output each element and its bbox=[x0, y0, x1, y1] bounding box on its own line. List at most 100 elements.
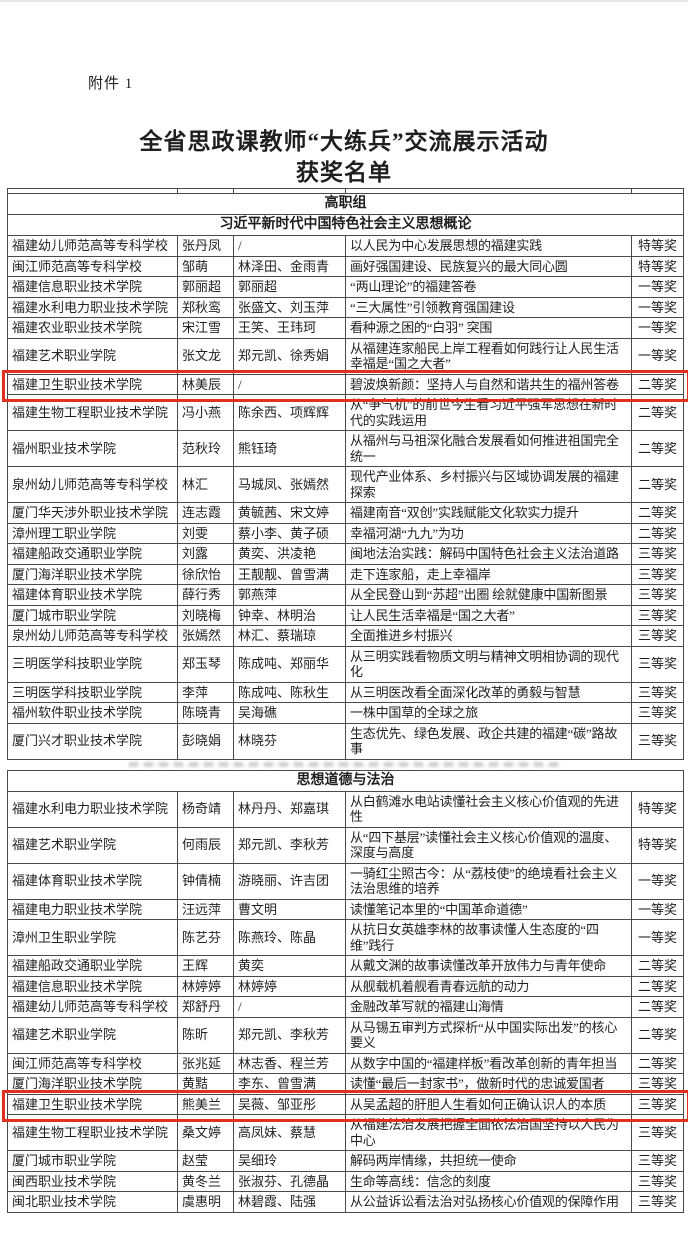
cell-award: 特等奖 bbox=[632, 256, 684, 277]
cell-team: 陈成吨、郑丽华 bbox=[234, 646, 346, 682]
title-line-1: 全省思政课教师“大练兵”交流展示活动 bbox=[0, 126, 688, 157]
cell-school: 泉州幼儿师范高等专科学校 bbox=[8, 467, 178, 503]
table-row: 泉州幼儿师范高等专科学校林汇马城凤、张嫣然现代产业体系、乡村振兴与区域协调发展的… bbox=[8, 467, 684, 503]
cell-teacher: 林美辰 bbox=[178, 374, 234, 395]
cell-teacher: 赵莹 bbox=[178, 1151, 234, 1172]
cell-topic: 福建南音“双创”实践赋能文化软实力提升 bbox=[346, 503, 632, 524]
blurred-text-remnant bbox=[129, 762, 562, 767]
cell-teacher: 李萍 bbox=[178, 682, 234, 703]
cell-award: 二等奖 bbox=[632, 997, 684, 1018]
cell-teacher: 陈昕 bbox=[178, 1017, 234, 1053]
cell-school: 福建艺术职业学院 bbox=[8, 1017, 178, 1053]
cell-teacher: 郑秋鸾 bbox=[178, 297, 234, 318]
cell-team: 高凤妹、蔡慧 bbox=[234, 1115, 346, 1151]
table-row: 福建卫生职业技术学院林美辰/碧波焕新颜：坚持人与自然和谐共生的福州答卷二等奖 bbox=[8, 374, 684, 395]
cell-school: 福建幼儿师范高等专科学校 bbox=[8, 236, 178, 257]
cell-school: 厦门城市职业学院 bbox=[8, 1151, 178, 1172]
cell-school: 福建水利电力职业技术学院 bbox=[8, 297, 178, 318]
cell-topic: 一骑红尘照古今：从“荔枝使”的绝境看社会主义法治思维的培养 bbox=[346, 863, 632, 899]
cell-award: 二等奖 bbox=[632, 467, 684, 503]
table-row: 厦门城市职业学院赵莹吴细玲解码两岸情缘，共担统一使命三等奖 bbox=[8, 1151, 684, 1172]
cell-award: 一等奖 bbox=[632, 338, 684, 374]
cell-award: 二等奖 bbox=[632, 395, 684, 431]
section-header-row: 思想道德与法治 bbox=[8, 770, 684, 791]
cell-team: 蔡小李、黄子硕 bbox=[234, 523, 346, 544]
cell-award: 二等奖 bbox=[632, 976, 684, 997]
cell-teacher: 钟倩楠 bbox=[178, 863, 234, 899]
table-row: 厦门城市职业学院刘晓梅钟幸、林明治让人民生活幸福是“国之大者”三等奖 bbox=[8, 605, 684, 626]
cell-topic: 碧波焕新颜：坚持人与自然和谐共生的福州答卷 bbox=[346, 374, 632, 395]
cell-school: 福建信息职业技术学院 bbox=[8, 976, 178, 997]
cell-topic: “两山理论”的福建答卷 bbox=[346, 277, 632, 298]
cell-school: 福建生物工程职业技术学院 bbox=[8, 395, 178, 431]
cell-teacher: 彭晓娟 bbox=[178, 723, 234, 759]
cell-teacher: 郭丽超 bbox=[178, 277, 234, 298]
cell-teacher: 何雨辰 bbox=[178, 827, 234, 863]
cell-award: 二等奖 bbox=[632, 1053, 684, 1074]
cell-team: / bbox=[234, 236, 346, 257]
cell-team: 熊钰琦 bbox=[234, 431, 346, 467]
cell-teacher: 张兆延 bbox=[178, 1053, 234, 1074]
cell-team: 曹文明 bbox=[234, 899, 346, 920]
cell-team: 吴薇、邹亚彤 bbox=[234, 1094, 346, 1115]
cell-teacher: 连志霞 bbox=[178, 503, 234, 524]
cell-teacher: 范秋玲 bbox=[178, 431, 234, 467]
cell-award: 二等奖 bbox=[632, 503, 684, 524]
cell-topic: 现代产业体系、乡村振兴与区域协调发展的福建探索 bbox=[346, 467, 632, 503]
cell-teacher: 张嫣然 bbox=[178, 626, 234, 647]
cell-school: 厦门兴才职业技术学院 bbox=[8, 723, 178, 759]
cell-award: 三等奖 bbox=[632, 682, 684, 703]
table-row: 福建生物工程职业技术学院桑文婷高凤妹、蔡慧从福建法治发展把握全面依法治国坚持以人… bbox=[8, 1115, 684, 1151]
cell-team: 林丹丹、郑嘉琪 bbox=[234, 791, 346, 827]
cell-topic: 看种源之困的“白羽” 突围 bbox=[346, 318, 632, 339]
cell-award: 三等奖 bbox=[632, 646, 684, 682]
cell-topic: 从福建连家船民上岸工程看如何践行让人民生活幸福是“国之大者” bbox=[346, 338, 632, 374]
cell-topic: 以人民为中心发展思想的福建实践 bbox=[346, 236, 632, 257]
title-line-2: 获奖名单 bbox=[0, 157, 688, 188]
cell-topic: 金融改革写就的福建山海情 bbox=[346, 997, 632, 1018]
table-row: 福建船政交通职业学院刘露黄奕、洪凌艳闽地法治实践：解码中国特色社会主义法治道路三… bbox=[8, 544, 684, 565]
cell-school: 福建船政交通职业学院 bbox=[8, 544, 178, 565]
cell-teacher: 郑舒丹 bbox=[178, 997, 234, 1018]
table-row: 三明医学科技职业学院李萍陈成吨、陈秋生从三明医改看全面深化改革的勇毅与智慧三等奖 bbox=[8, 682, 684, 703]
cell-school: 福建信息职业技术学院 bbox=[8, 277, 178, 298]
cell-topic: 解码两岸情缘，共担统一使命 bbox=[346, 1151, 632, 1172]
cell-school: 福建体育职业技术学院 bbox=[8, 585, 178, 606]
table-row: 泉州幼儿师范高等专科学校张嫣然林汇、蔡瑞琼全面推进乡村振兴三等奖 bbox=[8, 626, 684, 647]
table-row: 福建水利电力职业技术学院杨奇靖林丹丹、郑嘉琪从白鹤滩水电站读懂社会主义核心价值观… bbox=[8, 791, 684, 827]
cell-topic: 全面推进乡村振兴 bbox=[346, 626, 632, 647]
cell-award: 特等奖 bbox=[632, 791, 684, 827]
cell-award: 一等奖 bbox=[632, 863, 684, 899]
cell-teacher: 陈晓青 bbox=[178, 703, 234, 724]
cell-team: 李东、曾雪满 bbox=[234, 1074, 346, 1095]
cell-team: 王笑、王玮珂 bbox=[234, 318, 346, 339]
cell-topic: 从“四下基层”读懂社会主义核心价值观的温度、深度与高度 bbox=[346, 827, 632, 863]
table-row: 闽西职业技术学院黄冬兰张淑芬、孔德晶生命等高线：信念的刻度三等奖 bbox=[8, 1171, 684, 1192]
cell-team: 马城凤、张嫣然 bbox=[234, 467, 346, 503]
section-gap bbox=[7, 760, 683, 770]
cell-school: 泉州幼儿师范高等专科学校 bbox=[8, 626, 178, 647]
cell-topic: 从白鹤滩水电站读懂社会主义核心价值观的先进性 bbox=[346, 791, 632, 827]
cell-team: 郑元凯、李秋芳 bbox=[234, 827, 346, 863]
cell-team: 林碧霞、陆强 bbox=[234, 1192, 346, 1213]
table-row: 福建卫生职业技术学院熊美兰吴薇、邹亚彤从吴孟超的肝胆人生看如何正确认识人的本质三… bbox=[8, 1094, 684, 1115]
cell-award: 三等奖 bbox=[632, 1192, 684, 1213]
cell-team: 林泽田、金雨青 bbox=[234, 256, 346, 277]
cell-teacher: 王辉 bbox=[178, 956, 234, 977]
cell-teacher: 杨奇靖 bbox=[178, 791, 234, 827]
cell-award: 一等奖 bbox=[632, 899, 684, 920]
cell-topic: “三大属性”引领教育强国建设 bbox=[346, 297, 632, 318]
cell-teacher: 刘露 bbox=[178, 544, 234, 565]
table-row: 厦门华天涉外职业技术学院连志霞黄毓茜、宋文婷福建南音“双创”实践赋能文化软实力提… bbox=[8, 503, 684, 524]
cell-award: 三等奖 bbox=[632, 723, 684, 759]
cell-school: 福建农业职业技术学院 bbox=[8, 318, 178, 339]
cell-teacher: 陈艺芬 bbox=[178, 920, 234, 956]
cell-school: 闽北职业技术学院 bbox=[8, 1192, 178, 1213]
table-row: 闽北职业技术学院虞惠明林碧霞、陆强从公益诉讼看法治对弘扬核心价值观的保障作用三等… bbox=[8, 1192, 684, 1213]
cell-award: 三等奖 bbox=[632, 1094, 684, 1115]
cell-award: 一等奖 bbox=[632, 920, 684, 956]
table-row: 厦门海洋职业技术学院徐欣怡王靓靓、曾雪满走下连家船，走上幸福岸三等奖 bbox=[8, 564, 684, 585]
cell-school: 三明医学科技职业学院 bbox=[8, 646, 178, 682]
award-table-section-1: 高职组 习近平新时代中国特色社会主义思想概论福建幼儿师范高等专科学校张丹凤/以人… bbox=[7, 188, 684, 760]
table-row: 福建电力职业技术学院汪远萍曹文明读懂笔记本里的“中国革命道德”一等奖 bbox=[8, 899, 684, 920]
